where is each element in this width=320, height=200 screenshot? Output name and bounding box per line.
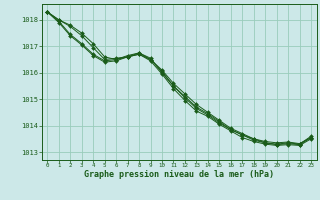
X-axis label: Graphe pression niveau de la mer (hPa): Graphe pression niveau de la mer (hPa) (84, 170, 274, 179)
